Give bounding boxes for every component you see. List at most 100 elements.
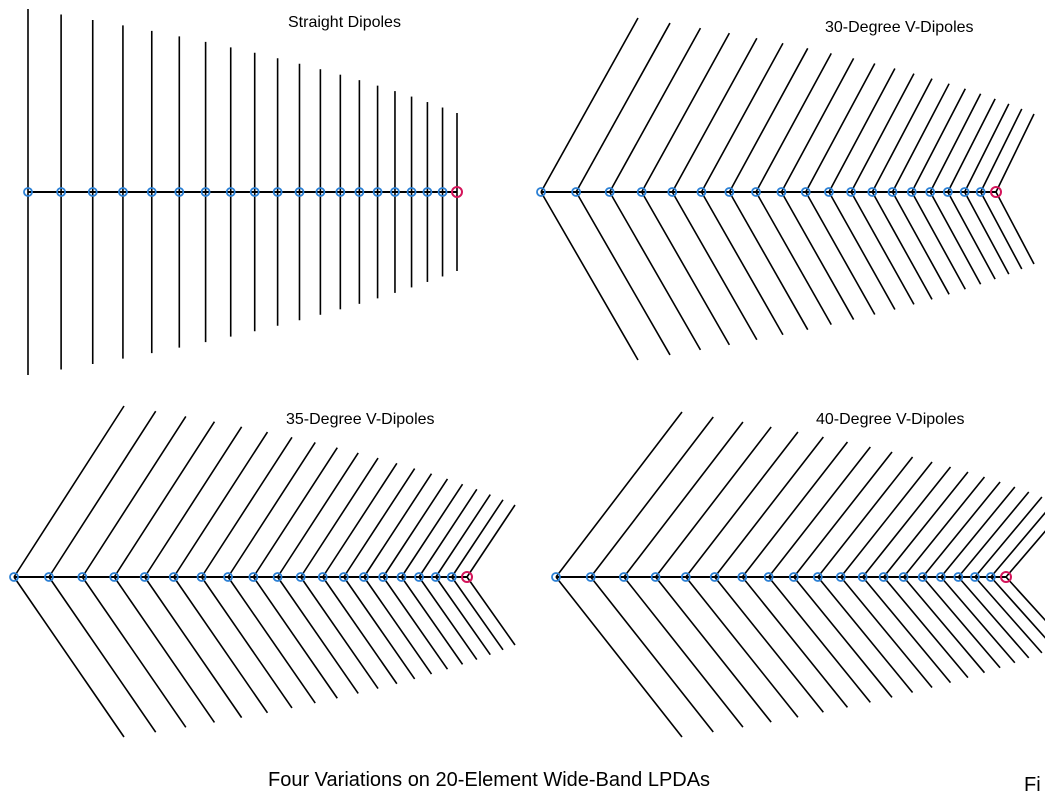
feed-point-marker — [354, 187, 365, 197]
element-upper-arm — [276, 452, 359, 578]
element-upper-arm — [891, 83, 950, 193]
feed-point-marker — [551, 572, 561, 582]
feed-point-marker — [315, 187, 326, 197]
feed-point-marker — [917, 572, 928, 582]
element-lower-arm — [608, 191, 702, 351]
element-lower-arm — [400, 576, 464, 665]
element-lower-arm — [947, 191, 996, 280]
element-upper-arm — [793, 451, 893, 578]
source-marker — [990, 186, 1002, 198]
element-upper-arm — [590, 416, 714, 578]
element-upper-arm — [685, 431, 799, 578]
element-lower-arm — [671, 191, 758, 341]
feed-point-marker — [604, 187, 615, 197]
element-lower-arm — [276, 576, 359, 694]
feed-point-marker — [225, 187, 236, 197]
element-upper-arm — [13, 405, 125, 578]
element-upper-arm — [173, 431, 269, 578]
element-upper-arm — [805, 63, 876, 193]
element-lower-arm — [957, 576, 1030, 659]
feed-point-marker — [812, 572, 823, 582]
feed-point-marker — [824, 187, 834, 197]
element-upper-arm — [363, 473, 433, 578]
element-upper-arm — [466, 504, 516, 578]
element-lower-arm — [974, 576, 1043, 654]
element-upper-arm — [48, 410, 157, 578]
element-upper-arm — [623, 421, 744, 578]
feed-point-marker — [618, 572, 629, 582]
element-lower-arm — [540, 191, 639, 361]
element-upper-arm — [700, 42, 784, 193]
element-lower-arm — [435, 576, 491, 656]
element-upper-arm — [850, 73, 915, 193]
element-upper-arm — [555, 411, 683, 578]
panel-title-v35: 35-Degree V-Dipoles — [286, 411, 435, 428]
feed-point-marker — [975, 187, 986, 197]
feed-point-marker — [751, 187, 761, 197]
feed-point-marker — [650, 572, 661, 582]
feed-point-marker — [200, 187, 211, 197]
element-lower-arm — [862, 576, 952, 684]
feed-point-marker — [109, 572, 120, 582]
feed-point-marker — [396, 572, 407, 582]
feed-point-marker — [118, 187, 128, 197]
element-upper-arm — [1005, 530, 1045, 578]
element-upper-arm — [435, 494, 491, 578]
feed-point-marker — [763, 572, 774, 582]
feed-point-marker — [272, 187, 283, 197]
feed-point-marker — [800, 187, 811, 197]
element-upper-arm — [902, 476, 986, 578]
feed-point-marker — [414, 572, 424, 582]
element-upper-arm — [940, 486, 1016, 578]
element-lower-arm — [990, 576, 1045, 639]
element-lower-arm — [322, 576, 398, 685]
feed-point-marker — [878, 572, 889, 582]
element-lower-arm — [81, 576, 187, 728]
element-upper-arm — [883, 471, 969, 578]
feed-point-marker — [857, 572, 868, 582]
panel-30-degree-v-dipoles — [536, 17, 1035, 361]
feed-point-marker — [942, 187, 953, 197]
feed-point-marker — [338, 572, 349, 582]
feed-point-marker — [925, 187, 936, 197]
feed-point-marker — [437, 187, 448, 197]
element-upper-arm — [671, 37, 758, 193]
feed-point-marker — [223, 572, 233, 582]
feed-point-marker — [23, 187, 33, 197]
panel-title-v40: 40-Degree V-Dipoles — [816, 411, 965, 428]
element-upper-arm — [728, 47, 809, 193]
element-lower-arm — [555, 576, 683, 738]
element-upper-arm — [871, 78, 933, 193]
element-upper-arm — [640, 32, 731, 193]
feed-point-marker — [585, 572, 596, 582]
element-lower-arm — [1005, 576, 1045, 622]
element-lower-arm — [793, 576, 893, 698]
element-lower-arm — [685, 576, 799, 718]
element-upper-arm — [755, 52, 832, 193]
element-upper-arm — [741, 441, 849, 578]
feed-point-marker — [44, 572, 54, 582]
element-lower-arm — [883, 576, 969, 679]
element-upper-arm — [963, 103, 1010, 193]
figure-caption: Four Variations on 20-Element Wide-Band … — [268, 769, 710, 791]
feed-point-marker — [887, 187, 898, 197]
element-lower-arm — [343, 576, 416, 680]
element-lower-arm — [466, 576, 516, 646]
element-upper-arm — [343, 468, 416, 578]
element-lower-arm — [940, 576, 1016, 664]
element-upper-arm — [768, 446, 871, 578]
element-upper-arm — [400, 483, 464, 578]
feed-point-marker — [776, 187, 787, 197]
feed-point-marker — [636, 187, 647, 197]
feed-point-marker — [372, 187, 383, 197]
element-upper-arm — [840, 461, 933, 578]
feed-point-marker — [724, 187, 735, 197]
element-upper-arm — [929, 93, 982, 193]
feed-point-marker — [835, 572, 846, 582]
source-marker — [1000, 571, 1012, 583]
feed-point-marker — [985, 572, 996, 582]
feed-point-marker — [248, 572, 259, 582]
feed-point-marker — [249, 187, 260, 197]
element-upper-arm — [81, 415, 187, 578]
element-upper-arm — [828, 68, 896, 193]
